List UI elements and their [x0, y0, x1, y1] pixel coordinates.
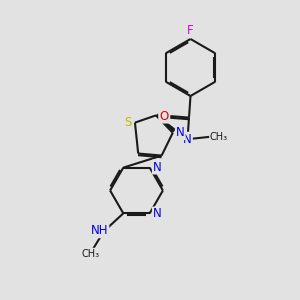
Text: N: N — [183, 133, 192, 146]
Text: F: F — [187, 24, 194, 37]
Text: N: N — [153, 160, 162, 173]
Text: S: S — [124, 116, 131, 128]
Text: O: O — [159, 110, 168, 123]
Text: N: N — [153, 208, 162, 220]
Text: CH₃: CH₃ — [210, 132, 228, 142]
Text: NH: NH — [91, 224, 108, 237]
Text: CH₃: CH₃ — [82, 249, 100, 259]
Text: N: N — [176, 126, 184, 139]
